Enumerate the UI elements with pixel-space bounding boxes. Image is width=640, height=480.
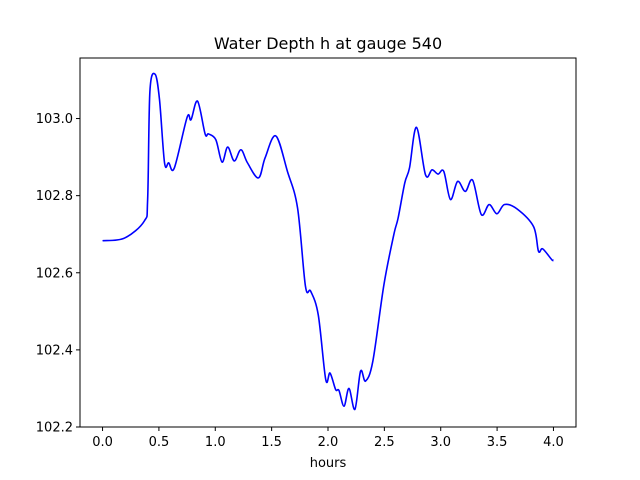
x-tick-label: 2.5 <box>374 435 395 450</box>
y-axis: 102.2 102.4 102.6 102.8 103.0 <box>36 112 80 436</box>
x-tick-label: 4.0 <box>543 435 564 450</box>
x-tick-label: 1.0 <box>205 435 226 450</box>
series-line-h <box>102 72 555 411</box>
y-tick-label: 103.0 <box>36 112 73 127</box>
x-tick-label: 3.5 <box>487 435 508 450</box>
y-tick-label: 102.4 <box>36 343 73 358</box>
axes-frame <box>79 57 577 428</box>
x-tick-label: 2.0 <box>318 435 339 450</box>
y-tick-label: 102.8 <box>36 189 73 204</box>
x-axis: 0.0 0.5 1.0 1.5 2.0 2.5 3.0 3.5 4.0 <box>92 427 564 450</box>
x-axis-label: hours <box>310 456 347 471</box>
chart-title: Water Depth h at gauge 540 <box>214 34 442 53</box>
x-tick-label: 0.0 <box>92 435 113 450</box>
x-tick-label: 1.5 <box>261 435 282 450</box>
y-tick-label: 102.2 <box>36 421 73 436</box>
x-tick-label: 0.5 <box>149 435 170 450</box>
plot-area <box>102 72 555 411</box>
y-tick-label: 102.6 <box>36 266 73 281</box>
x-tick-label: 3.0 <box>430 435 451 450</box>
